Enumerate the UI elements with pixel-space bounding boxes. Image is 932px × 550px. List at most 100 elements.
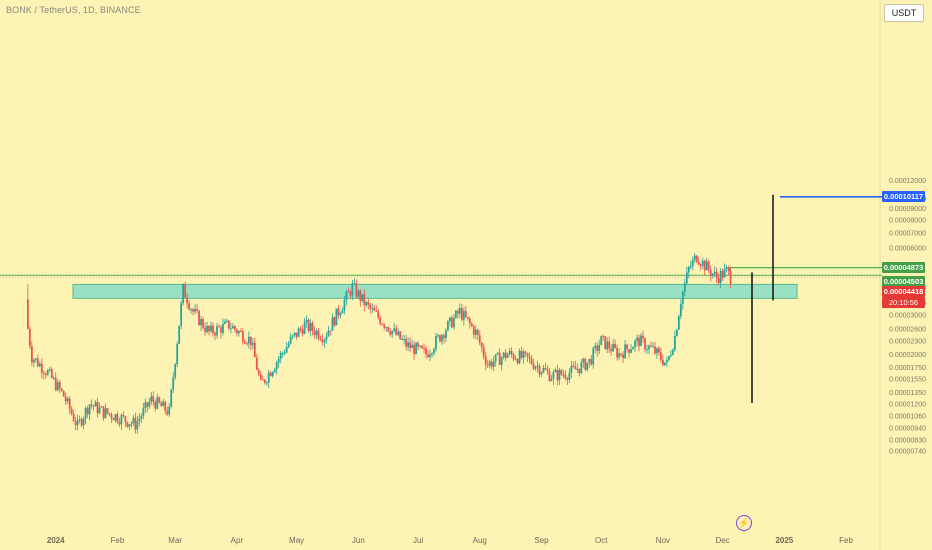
mid-line-price-tag: 0.00004503: [882, 275, 925, 287]
candle-body: [612, 343, 615, 352]
candle-body: [596, 345, 599, 351]
candle-body: [220, 327, 222, 333]
candle-body: [337, 308, 340, 316]
candle-body: [319, 338, 322, 340]
candle-body: [381, 323, 384, 325]
candle-body: [600, 335, 603, 345]
candle-body: [707, 261, 710, 270]
candle-body: [470, 323, 473, 327]
candle-body: [164, 401, 167, 411]
candle-body: [311, 322, 314, 331]
candle-body: [66, 398, 69, 402]
candle-body: [174, 364, 177, 378]
x-tick-label: May: [289, 536, 304, 545]
candle-body: [401, 338, 404, 340]
candle-body: [472, 326, 475, 335]
candle-body: [307, 319, 310, 331]
candle-body: [695, 255, 698, 262]
candle-body: [98, 407, 101, 414]
candle-body: [261, 379, 264, 381]
candle-body: [339, 313, 342, 316]
candle-body: [580, 362, 583, 374]
candle-body: [182, 283, 185, 304]
candle-body: [578, 368, 581, 374]
candle-body: [602, 335, 605, 337]
candle-body: [705, 261, 708, 271]
candle-body: [110, 414, 113, 419]
candle-body: [72, 413, 75, 422]
high-line-price-tag: 0.00004873: [882, 262, 925, 274]
candle-body: [518, 350, 521, 364]
candle-body: [588, 358, 591, 363]
candle-body: [532, 363, 535, 369]
candle-body: [466, 316, 469, 319]
candle-body: [198, 310, 200, 326]
candle-body: [263, 379, 266, 383]
candle-body: [697, 261, 700, 265]
candle-body: [703, 260, 706, 271]
candle-body: [184, 283, 187, 298]
candle-body: [610, 348, 613, 352]
y-tick-label: 0.00002600: [889, 327, 926, 334]
candle-body: [90, 404, 93, 406]
candle-body: [630, 349, 632, 353]
candle-body: [397, 331, 400, 335]
x-tick-label: Feb: [839, 536, 853, 545]
candle-body: [54, 377, 57, 391]
candle-body: [160, 402, 163, 407]
candle-body: [142, 408, 145, 417]
candle-body: [488, 361, 491, 366]
candle-body: [291, 335, 294, 337]
x-tick-label: 2024: [47, 536, 65, 545]
candle-body: [385, 327, 388, 329]
candle-body: [576, 368, 579, 370]
candle-body: [584, 358, 587, 370]
candle-body: [144, 402, 147, 409]
candle-body: [363, 294, 366, 306]
y-tick-label: 0.00002300: [889, 338, 926, 345]
candle-body: [224, 321, 226, 324]
candle-body: [624, 344, 626, 359]
last-price-tag: 0.00004418: [882, 285, 925, 297]
candle-body: [638, 337, 640, 346]
lightning-icon[interactable]: ⚡: [736, 515, 752, 531]
candle-body: [429, 354, 431, 358]
candle-body: [194, 308, 196, 312]
candle-body: [152, 396, 155, 402]
candle-body: [50, 369, 53, 378]
currency-selector[interactable]: USDT: [884, 4, 924, 22]
y-tick-label: 0.00007000: [889, 231, 926, 238]
candle-body: [683, 283, 686, 292]
candle-body: [713, 271, 716, 274]
candle-body: [176, 343, 179, 365]
candle-body: [140, 416, 143, 419]
candle-body: [188, 303, 191, 310]
candle-body: [309, 322, 312, 331]
candle-body: [552, 372, 555, 380]
candle-body: [78, 419, 81, 421]
candle-body: [458, 307, 461, 314]
candle-body: [496, 352, 499, 355]
candle-body: [172, 377, 175, 390]
candle-body: [403, 338, 406, 340]
candle-body: [247, 336, 250, 344]
candle-body: [325, 336, 328, 340]
candle-body: [351, 283, 354, 296]
candle-body: [265, 382, 268, 384]
candle-body: [514, 359, 517, 361]
candle-body: [650, 345, 652, 347]
y-tick-label: 0.00000830: [889, 437, 926, 444]
candle-body: [158, 397, 161, 403]
candle-body: [413, 344, 415, 355]
candle-body: [391, 330, 394, 335]
candle-body: [267, 372, 270, 383]
candle-body: [58, 382, 61, 389]
candle-body: [723, 268, 726, 278]
candle-body: [685, 272, 688, 284]
candle-body: [614, 343, 617, 348]
candle-body: [114, 414, 117, 421]
candle-body: [299, 328, 302, 330]
x-tick-label: Jun: [352, 536, 365, 545]
candle-body: [556, 369, 559, 381]
